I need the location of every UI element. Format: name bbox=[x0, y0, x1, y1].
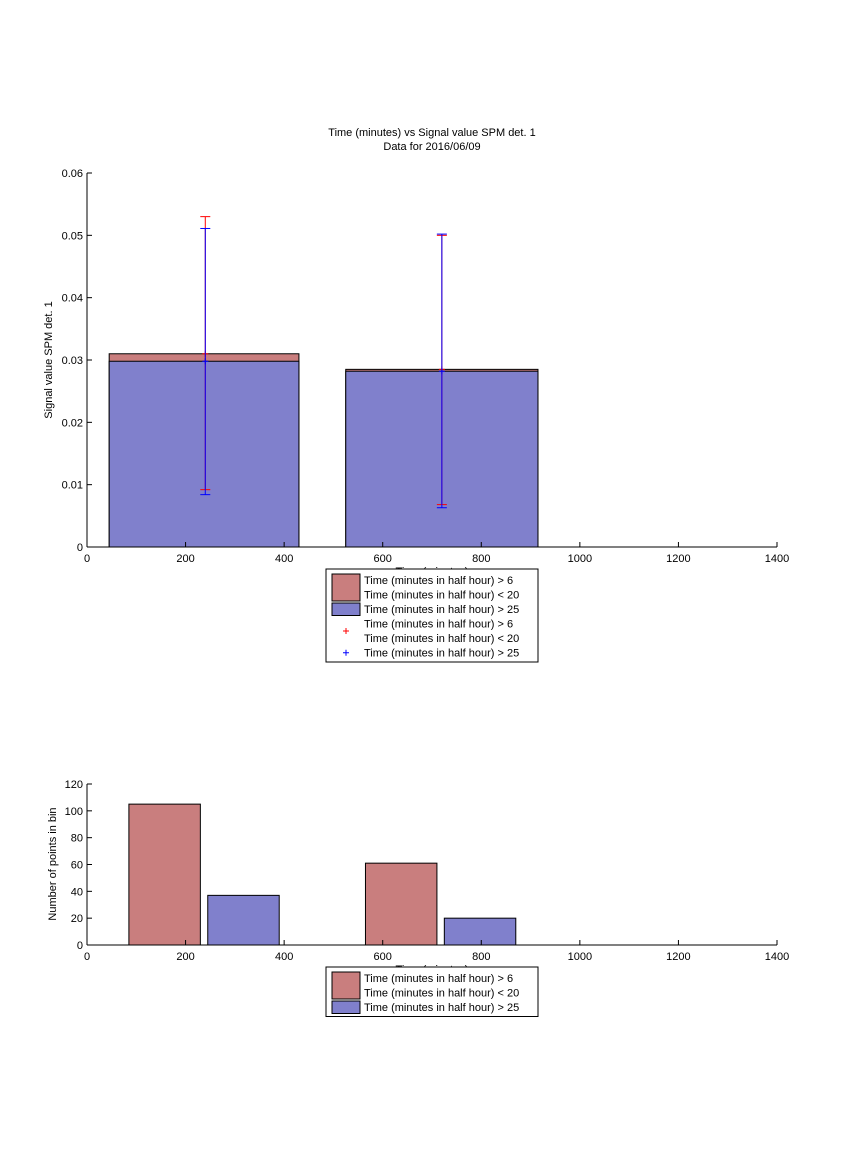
plot-area: 0 200 400 600 800 1000 1200 1400 0 0.01 0.02 0.03 0.… bbox=[62, 168, 790, 565]
x-tick-label: 200 bbox=[176, 553, 194, 565]
y-axis-label: Number of points in bin bbox=[47, 807, 59, 920]
legend-entry: Time (minutes in half hour) > 6 Time (min… bbox=[343, 619, 519, 645]
legend-label: Time (minutes in half hour) > 25 bbox=[364, 1002, 519, 1014]
points-count-chart: 0 200 400 600 800 1000 1200 1400 0 20 40 60 80 100 120… bbox=[47, 779, 789, 1017]
plot-area: 0 200 400 600 800 1000 1200 1400 0 20 40 60 80 100 120 bbox=[65, 779, 790, 963]
legend-swatch bbox=[331, 573, 361, 602]
x-tick-label: 1000 bbox=[568, 951, 592, 963]
y-tick-label: 60 bbox=[71, 860, 83, 872]
legend-label: Time (minutes in half hour) > 25 bbox=[364, 604, 519, 616]
x-tick-label: 1400 bbox=[765, 553, 789, 565]
y-tick-label: 20 bbox=[71, 913, 83, 925]
x-tick-label: 800 bbox=[472, 951, 490, 963]
chart-title: Time (minutes) vs Signal value SPM det. … bbox=[328, 127, 535, 139]
x-tick-label: 800 bbox=[472, 553, 490, 565]
y-tick-label: 0.02 bbox=[62, 417, 83, 429]
legend-box bbox=[325, 966, 539, 1017]
bar bbox=[443, 917, 517, 946]
y-tick-label: 0.03 bbox=[62, 355, 83, 367]
legend-label: Time (minutes in half hour) < 20 bbox=[364, 590, 519, 602]
legend-label: Time (minutes in half hour) > 6 bbox=[364, 575, 513, 587]
legend-swatch bbox=[331, 602, 361, 616]
x-tick-label: 400 bbox=[275, 553, 293, 565]
legend-entry: Time (minutes in half hour) > 6 Time (min… bbox=[331, 573, 519, 602]
error-bar bbox=[436, 233, 447, 509]
legend-entry: Time (minutes in half hour) > 25 bbox=[343, 648, 519, 660]
y-axis-label: Signal value SPM det. 1 bbox=[43, 301, 55, 418]
x-tick-label: 600 bbox=[374, 951, 392, 963]
y-tick-label: 0 bbox=[77, 940, 83, 952]
x-tick-label: 600 bbox=[374, 553, 392, 565]
error-bar bbox=[200, 227, 211, 496]
bar bbox=[364, 862, 438, 946]
bar bbox=[207, 894, 280, 946]
y-tick-label: 0.05 bbox=[62, 230, 83, 242]
y-tick-label: 80 bbox=[71, 833, 83, 845]
legend-entry: Time (minutes in half hour) > 25 bbox=[331, 1000, 519, 1014]
legend-swatch bbox=[331, 1000, 361, 1014]
x-tick-label: 400 bbox=[275, 951, 293, 963]
y-tick-label: 0.06 bbox=[62, 168, 83, 180]
legend-label: Time (minutes in half hour) > 6 bbox=[364, 619, 513, 631]
y-tick-label: 0 bbox=[77, 542, 83, 554]
y-tick-label: 40 bbox=[71, 886, 83, 898]
bar bbox=[128, 803, 201, 946]
legend-label: Time (minutes in half hour) > 25 bbox=[364, 648, 519, 660]
legend-marker bbox=[343, 649, 349, 656]
legend-label: Time (minutes in half hour) < 20 bbox=[364, 633, 519, 645]
x-tick-label: 200 bbox=[176, 951, 194, 963]
x-tick-label: 0 bbox=[84, 553, 90, 565]
legend-label: Time (minutes in half hour) > 6 bbox=[364, 973, 513, 985]
legend-entry: Time (minutes in half hour) > 25 bbox=[331, 602, 519, 616]
chart-subtitle: Data for 2016/06/09 bbox=[383, 141, 480, 153]
x-tick-label: 1000 bbox=[568, 553, 592, 565]
y-tick-label: 0.01 bbox=[62, 480, 83, 492]
legend-label: Time (minutes in half hour) < 20 bbox=[364, 988, 519, 1000]
legend: Time (minutes in half hour) > 6 Time (min… bbox=[325, 966, 539, 1017]
y-tick-label: 0.04 bbox=[62, 293, 83, 305]
x-tick-label: 1200 bbox=[666, 553, 690, 565]
x-tick-label: 1400 bbox=[765, 951, 789, 963]
x-tick-label: 0 bbox=[84, 951, 90, 963]
y-tick-label: 100 bbox=[65, 806, 83, 818]
legend-swatch bbox=[331, 971, 361, 1000]
legend-box bbox=[325, 568, 539, 663]
bar bbox=[108, 360, 300, 548]
signal-value-chart: Time (minutes) vs Signal value SPM det. … bbox=[43, 127, 790, 663]
legend: Time (minutes in half hour) > 6 Time (min… bbox=[325, 568, 539, 663]
x-tick-label: 1200 bbox=[666, 951, 690, 963]
y-tick-label: 120 bbox=[65, 779, 83, 791]
legend-entry: Time (minutes in half hour) > 6 Time (min… bbox=[331, 971, 519, 1000]
legend-marker bbox=[343, 628, 349, 634]
